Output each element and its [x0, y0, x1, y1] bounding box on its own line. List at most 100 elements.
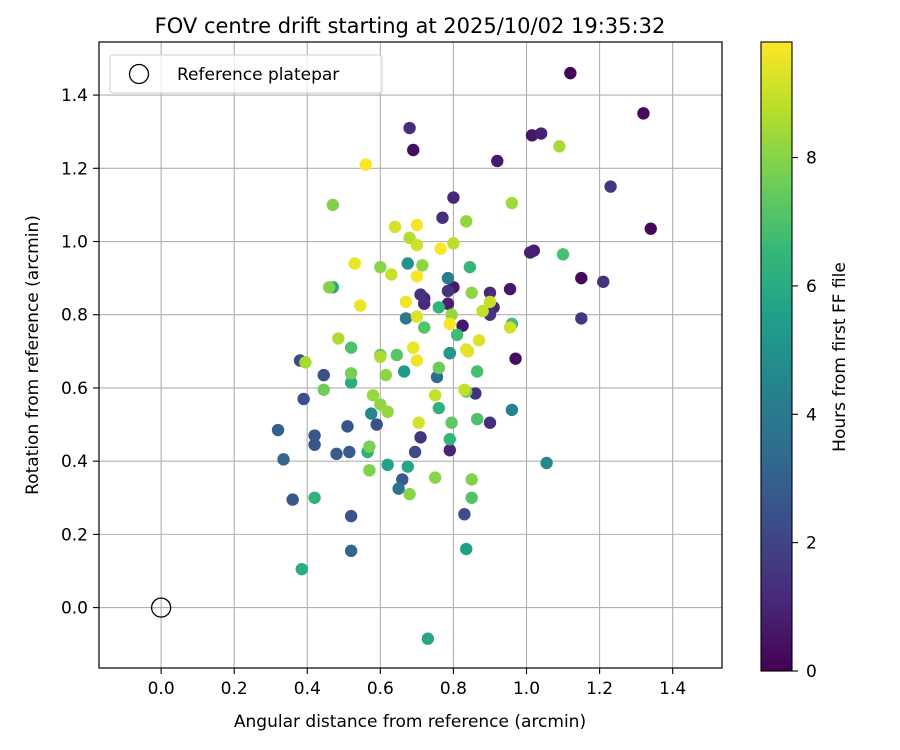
data-point — [410, 270, 424, 283]
data-point — [397, 365, 411, 378]
data-point — [407, 143, 420, 157]
legend-box — [109, 54, 383, 94]
data-point — [286, 493, 299, 506]
data-point — [421, 632, 435, 645]
data-point — [483, 286, 497, 299]
x-axis: 0.0 0.2 0.4 0.6 0.8 1.0 1.2 1.4 — [148, 668, 686, 699]
plot-frame — [98, 41, 723, 669]
data-point — [348, 257, 361, 270]
data-point — [505, 403, 519, 417]
data-point — [505, 196, 519, 210]
y-axis: 0.0 0.2 0.4 0.6 0.8 1.0 1.2 1.4 — [61, 86, 99, 619]
data-point — [403, 121, 416, 135]
data-point — [443, 317, 456, 331]
y-tick-label: 1.0 — [61, 233, 88, 253]
data-point — [432, 361, 446, 375]
data-point — [597, 275, 610, 288]
colorbar-gradient — [760, 41, 793, 672]
data-point — [381, 458, 394, 472]
data-point — [418, 321, 431, 334]
data-point — [410, 238, 424, 252]
data-point — [271, 423, 285, 437]
data-point — [441, 271, 455, 285]
legend: Reference platepar — [109, 54, 383, 94]
data-point — [534, 127, 548, 140]
legend-marker-reference — [128, 63, 150, 85]
data-point — [410, 218, 424, 232]
y-tick-label: 0.8 — [61, 306, 88, 326]
y-tick-label: 1.2 — [61, 159, 88, 179]
data-point — [460, 542, 473, 556]
data-point — [540, 456, 553, 470]
data-point — [523, 246, 537, 259]
data-point — [463, 260, 477, 274]
colorbar-label: Hours from first FF file — [830, 262, 850, 452]
data-point — [381, 405, 394, 418]
y-tick-label: 0.4 — [61, 452, 88, 472]
x-tick-label: 0.2 — [221, 679, 248, 699]
data-point — [399, 295, 413, 309]
y-tick-label: 0.0 — [61, 599, 88, 619]
data-point — [344, 544, 358, 558]
data-point — [412, 416, 425, 429]
data-point — [330, 447, 343, 461]
data-point — [434, 242, 447, 256]
data-point — [428, 471, 442, 484]
data-point — [604, 180, 617, 193]
x-tick-label: 0.6 — [367, 679, 394, 699]
data-point — [359, 158, 372, 171]
colorbar-tick-label: 6 — [806, 277, 817, 297]
x-tick-label: 1.2 — [586, 679, 613, 699]
data-point — [637, 107, 650, 120]
data-point — [363, 464, 376, 477]
data-point — [465, 491, 478, 504]
data-point — [295, 562, 308, 576]
data-point — [379, 368, 393, 382]
data-point — [575, 271, 588, 285]
data-point — [343, 445, 356, 459]
data-point — [443, 432, 456, 446]
data-point — [460, 215, 473, 228]
data-point — [408, 445, 422, 459]
colorbar-tick-label: 0 — [806, 662, 817, 682]
x-tick-label: 0.8 — [440, 679, 467, 699]
y-axis-label: Rotation from reference (arcmin) — [23, 215, 43, 495]
data-point — [450, 328, 464, 342]
data-point — [317, 368, 330, 382]
colorbar-ticks: 0 2 4 6 8 — [792, 149, 817, 682]
data-point — [308, 438, 321, 451]
x-tick-label: 0.0 — [148, 679, 175, 699]
x-tick-label: 0.4 — [294, 679, 321, 699]
grid-lines — [99, 42, 722, 668]
reference-marker-layer — [150, 597, 172, 618]
data-point — [374, 350, 387, 364]
data-point — [465, 286, 478, 299]
data-point — [575, 312, 588, 325]
colorbar-tick-label: 8 — [806, 149, 817, 169]
y-tick-label: 0.6 — [61, 379, 88, 399]
data-point — [441, 284, 455, 298]
data-point — [308, 429, 321, 442]
x-tick-label: 1.0 — [513, 679, 540, 699]
data-point — [483, 295, 497, 309]
colorbar-tick-label: 4 — [806, 405, 817, 425]
chart-title: FOV centre drift starting at 2025/10/02 … — [155, 14, 666, 38]
data-point — [472, 334, 486, 347]
data-point — [401, 460, 414, 473]
data-point — [410, 310, 424, 323]
data-point — [392, 482, 405, 495]
data-point — [470, 365, 484, 378]
data-point — [443, 443, 456, 457]
data-point — [374, 260, 387, 274]
data-point — [322, 281, 336, 294]
reference-platepar-marker — [150, 597, 172, 618]
data-point — [416, 259, 429, 272]
data-point — [436, 211, 449, 224]
data-point — [297, 392, 310, 406]
data-point — [553, 140, 566, 153]
data-point — [308, 491, 321, 504]
colorbar: 0 2 4 6 8 Hours from first FF file — [760, 41, 850, 682]
x-tick-label: 1.4 — [659, 679, 686, 699]
data-point — [461, 345, 475, 358]
